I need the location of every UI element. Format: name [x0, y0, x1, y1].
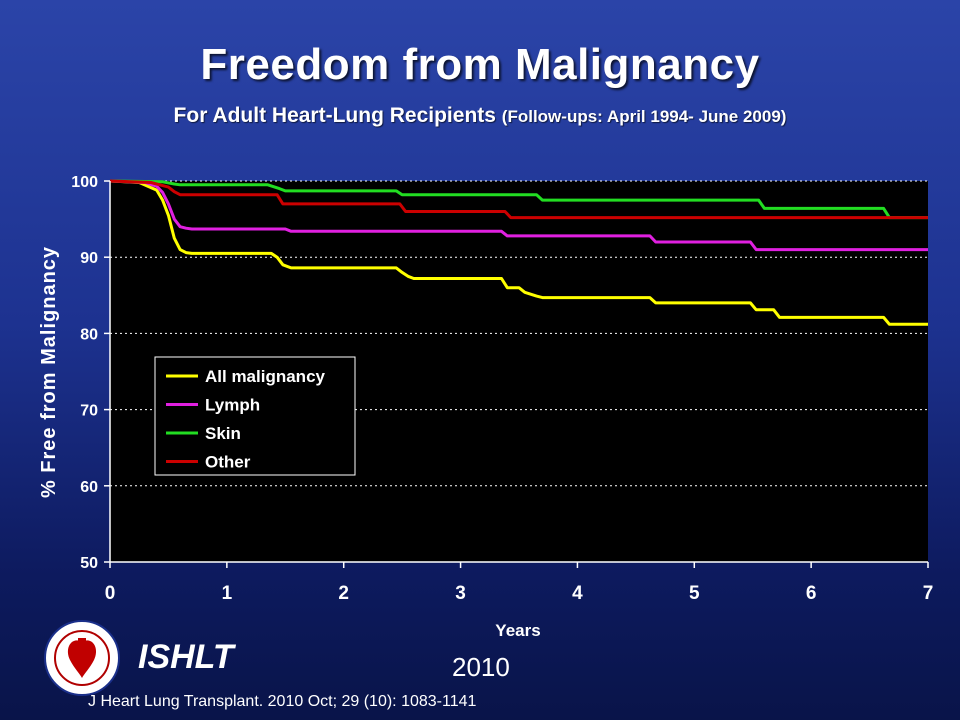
- page-subtitle: For Adult Heart-Lung Recipients (Follow-…: [0, 104, 960, 128]
- legend-label: Other: [205, 453, 251, 472]
- org-label: ISHLT: [138, 638, 234, 676]
- x-tick-label: 1: [222, 583, 233, 604]
- y-tick-label: 70: [80, 403, 98, 420]
- x-tick-label: 2: [338, 583, 349, 604]
- year-label: 2010: [452, 652, 510, 682]
- series-line-all-malignancy: [109, 179, 928, 326]
- x-tick-label: 3: [455, 583, 466, 604]
- subtitle-main: For Adult Heart-Lung Recipients: [173, 104, 496, 127]
- legend-label: All malignancy: [205, 367, 326, 386]
- y-tick-label: 80: [80, 326, 98, 343]
- page-title: Freedom from Malignancy: [200, 40, 760, 89]
- citation: J Heart Lung Transplant. 2010 Oct; 29 (1…: [88, 693, 477, 710]
- series-line-other: [109, 179, 928, 220]
- series-line-lymph: [109, 179, 928, 252]
- y-tick-label: 100: [71, 174, 98, 191]
- legend: All malignancy Lymph Skin Other: [154, 356, 356, 476]
- x-tick-label: 6: [806, 583, 817, 604]
- y-tick-label: 50: [80, 555, 98, 572]
- x-axis-label: Years: [495, 621, 540, 640]
- x-tick-label: 4: [572, 583, 583, 604]
- ishlt-seal-icon: [42, 618, 122, 703]
- y-tick-label: 60: [80, 479, 98, 496]
- tick-labels: 100 90 80 70 60 50 0 1 2 3 4 5 6 7: [71, 174, 933, 604]
- legend-label: Lymph: [205, 396, 260, 415]
- subtitle-note: (Follow-ups: April 1994- June 2009): [501, 107, 787, 126]
- y-axis-label: % Free from Malignancy: [38, 246, 60, 498]
- y-tick-label: 90: [80, 250, 98, 267]
- axes: [104, 180, 929, 568]
- series-line-skin: [109, 179, 928, 220]
- series-group: [109, 179, 928, 326]
- x-tick-label: 0: [105, 583, 116, 604]
- x-tick-label: 7: [923, 583, 934, 604]
- legend-label: Skin: [205, 424, 241, 443]
- x-tick-label: 5: [689, 583, 700, 604]
